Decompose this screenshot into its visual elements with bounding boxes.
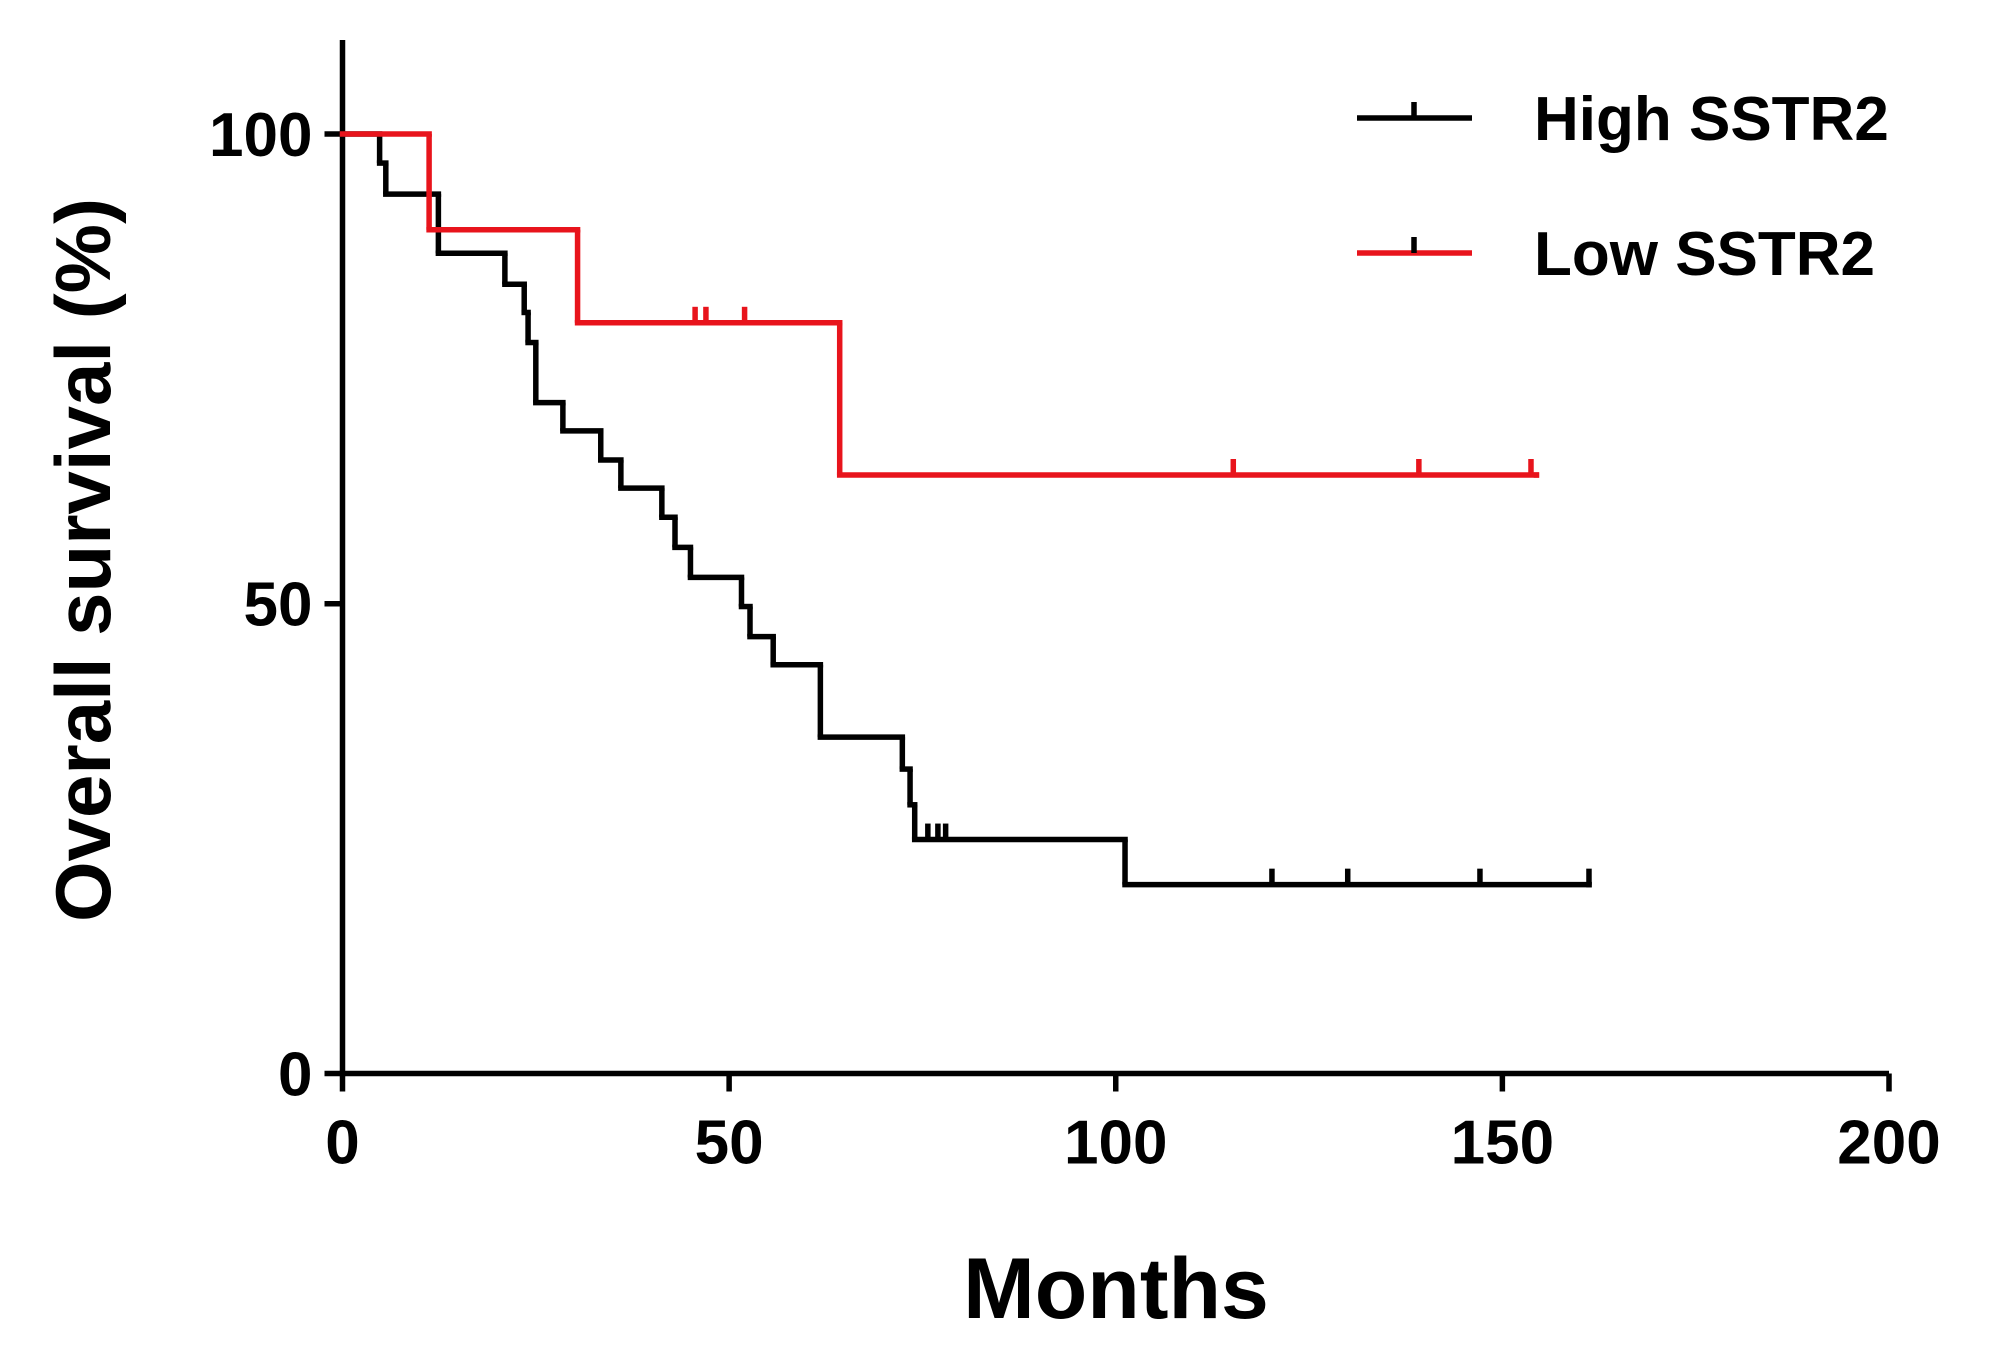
legend-label: High SSTR2 [1534,85,1889,154]
y-tick-label: 50 [244,571,313,640]
y-axis-label: Overall survival (%) [39,198,127,922]
legend-label: Low SSTR2 [1534,220,1875,289]
x-tick-label: 150 [1451,1109,1554,1178]
x-tick-label: 100 [1064,1109,1167,1178]
y-tick-label: 0 [278,1041,312,1110]
y-tick-label: 100 [209,101,312,170]
x-tick-label: 50 [695,1109,764,1178]
x-tick-label: 200 [1837,1109,1940,1178]
x-axis-label: Months [963,1241,1269,1337]
x-tick-label: 0 [325,1109,359,1178]
